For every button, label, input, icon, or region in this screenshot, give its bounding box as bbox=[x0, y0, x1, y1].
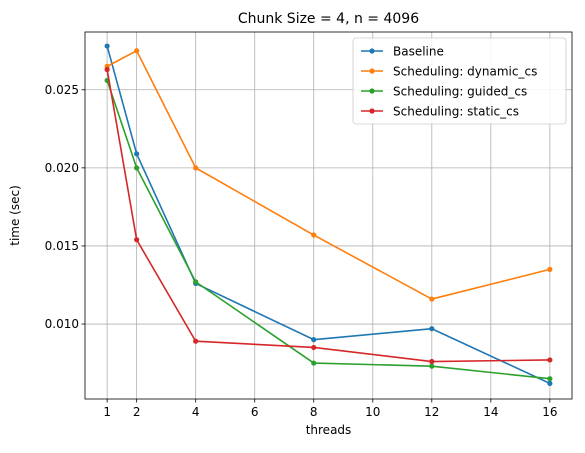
x-tick-label: 1 bbox=[103, 405, 111, 419]
data-point bbox=[547, 376, 553, 382]
data-point bbox=[134, 165, 140, 171]
series-line bbox=[106, 69, 550, 363]
x-tick-label: 4 bbox=[192, 405, 200, 419]
y-axis: 0.010 0.015 0.020 0.025 bbox=[45, 83, 85, 331]
x-tick-label: 6 bbox=[251, 405, 259, 419]
x-axis: 1 2 4 6 8 10 12 14 16 bbox=[103, 399, 558, 419]
x-tick-label: 10 bbox=[365, 405, 380, 419]
x-tick-label: 2 bbox=[133, 405, 141, 419]
legend-marker bbox=[369, 68, 375, 74]
legend-label: Scheduling: guided_cs bbox=[393, 85, 527, 99]
legend-marker bbox=[369, 48, 375, 54]
data-point bbox=[547, 266, 553, 272]
data-point bbox=[429, 358, 435, 365]
data-point bbox=[193, 338, 199, 344]
y-axis-label: time (sec) bbox=[8, 185, 22, 246]
data-point bbox=[134, 48, 140, 54]
data-point bbox=[311, 360, 317, 366]
legend-item: Scheduling: dynamic_cs bbox=[361, 65, 537, 79]
legend-item: Scheduling: static_cs bbox=[361, 105, 519, 119]
series-2 bbox=[104, 77, 553, 382]
chart-title: Chunk Size = 4, n = 4096 bbox=[238, 11, 419, 27]
x-axis-label: threads bbox=[306, 423, 352, 437]
data-point bbox=[429, 363, 435, 369]
legend: Baseline Scheduling: dynamic_cs Scheduling… bbox=[352, 37, 567, 125]
series-line bbox=[106, 49, 551, 300]
data-point bbox=[104, 66, 110, 73]
series-line bbox=[106, 80, 550, 380]
x-tick-label: 8 bbox=[310, 405, 318, 419]
legend-label: Scheduling: dynamic_cs bbox=[393, 65, 537, 79]
x-tick-label: 16 bbox=[542, 405, 557, 419]
x-tick-label: 14 bbox=[483, 405, 498, 419]
data-point bbox=[311, 344, 317, 351]
data-point bbox=[104, 43, 110, 49]
data-point bbox=[547, 357, 553, 363]
data-point bbox=[429, 326, 435, 332]
series-0 bbox=[104, 43, 553, 386]
data-point bbox=[134, 151, 140, 157]
data-point bbox=[193, 165, 199, 171]
legend-marker bbox=[369, 108, 375, 114]
x-tick-label: 12 bbox=[424, 405, 439, 419]
data-point bbox=[311, 232, 317, 238]
y-tick-label: 0.015 bbox=[45, 239, 79, 253]
series-layer bbox=[104, 43, 553, 386]
data-point bbox=[429, 296, 435, 302]
y-tick-label: 0.010 bbox=[45, 317, 79, 331]
data-point bbox=[134, 237, 140, 243]
y-tick-label: 0.020 bbox=[45, 161, 79, 175]
legend-label: Baseline bbox=[393, 45, 444, 59]
data-point bbox=[311, 337, 317, 343]
legend-item: Scheduling: guided_cs bbox=[361, 85, 527, 99]
series-line bbox=[106, 45, 551, 385]
y-tick-label: 0.025 bbox=[45, 83, 79, 97]
data-point bbox=[193, 279, 199, 285]
data-point bbox=[547, 380, 553, 386]
legend-item: Baseline bbox=[361, 45, 444, 59]
legend-label: Scheduling: static_cs bbox=[393, 105, 519, 119]
plot-area bbox=[84, 31, 573, 400]
series-3 bbox=[104, 66, 553, 365]
legend-marker bbox=[369, 88, 375, 94]
legend-box bbox=[352, 37, 567, 125]
